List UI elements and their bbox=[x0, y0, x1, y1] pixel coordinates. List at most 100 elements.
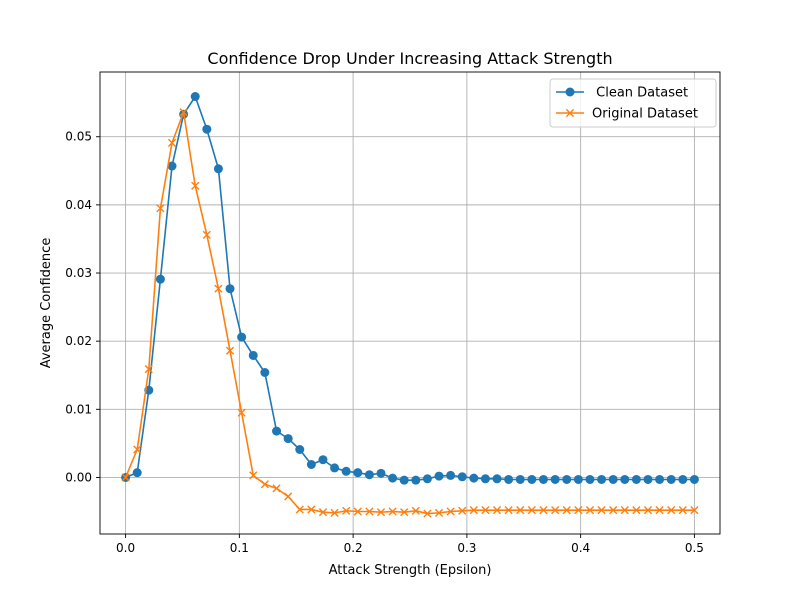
data-point bbox=[631, 474, 641, 484]
data-point bbox=[399, 475, 409, 485]
data-point bbox=[585, 506, 595, 515]
data-point bbox=[388, 507, 397, 516]
legend-box bbox=[549, 78, 717, 128]
data-point bbox=[411, 506, 420, 515]
data-point bbox=[423, 509, 432, 518]
series-1 bbox=[121, 92, 699, 485]
data-point bbox=[458, 506, 467, 515]
data-point bbox=[446, 507, 455, 516]
data-point bbox=[515, 474, 525, 484]
data-point bbox=[167, 138, 177, 147]
data-point bbox=[260, 480, 269, 489]
data-point bbox=[469, 506, 478, 515]
legend-label: Original Dataset bbox=[592, 107, 698, 122]
data-point bbox=[272, 484, 281, 493]
data-point bbox=[167, 161, 177, 171]
data-point bbox=[434, 471, 444, 481]
x-tick-label: 0.0 bbox=[116, 541, 135, 555]
data-point bbox=[132, 468, 142, 478]
x-tick-label: 0.4 bbox=[571, 541, 590, 555]
series-layer bbox=[121, 92, 699, 518]
x-axis-label: Attack Strength (Epsilon) bbox=[329, 563, 492, 578]
series-line bbox=[124, 111, 695, 515]
data-point bbox=[190, 92, 200, 102]
data-point bbox=[342, 506, 351, 515]
data-point bbox=[411, 475, 421, 485]
data-point bbox=[551, 506, 560, 515]
data-point bbox=[249, 471, 258, 480]
data-point bbox=[538, 474, 548, 484]
data-point bbox=[609, 506, 618, 515]
data-point bbox=[620, 506, 629, 515]
data-point bbox=[213, 164, 223, 174]
data-point bbox=[550, 474, 560, 484]
data-point bbox=[330, 508, 339, 517]
data-point bbox=[295, 445, 305, 455]
data-point bbox=[376, 508, 386, 517]
data-point bbox=[690, 506, 699, 515]
legend-label: Clean Dataset bbox=[592, 86, 688, 101]
data-point bbox=[260, 368, 270, 378]
data-point bbox=[562, 506, 571, 515]
data-point bbox=[225, 346, 235, 355]
data-point bbox=[179, 108, 188, 117]
x-tick-label: 0.5 bbox=[685, 541, 704, 555]
data-point bbox=[516, 506, 525, 515]
data-point bbox=[376, 468, 386, 478]
data-point bbox=[573, 474, 583, 484]
y-tick-label: 0.00 bbox=[65, 470, 92, 484]
data-point bbox=[191, 181, 200, 190]
data-point bbox=[655, 474, 665, 484]
legend-marker bbox=[565, 108, 575, 118]
data-point bbox=[632, 506, 641, 515]
data-point bbox=[400, 508, 409, 517]
data-point bbox=[481, 506, 490, 515]
data-point bbox=[527, 474, 537, 484]
data-point bbox=[202, 230, 211, 239]
data-point bbox=[295, 505, 304, 514]
legend-marker bbox=[565, 87, 575, 97]
data-point bbox=[283, 434, 293, 444]
data-point bbox=[504, 506, 513, 515]
chart-title: Confidence Drop Under Increasing Attack … bbox=[207, 49, 612, 68]
legend-item: Original Dataset bbox=[556, 107, 698, 122]
data-point bbox=[341, 466, 351, 476]
data-point bbox=[306, 459, 316, 469]
data-point bbox=[539, 506, 548, 515]
data-point bbox=[237, 332, 247, 342]
data-point bbox=[667, 506, 676, 515]
data-point bbox=[597, 474, 607, 484]
data-point bbox=[353, 507, 362, 516]
data-point bbox=[678, 474, 688, 484]
plot-frame bbox=[99, 71, 721, 535]
data-point bbox=[214, 284, 223, 293]
data-point bbox=[353, 468, 363, 478]
y-tick-label: 0.03 bbox=[65, 266, 92, 280]
data-point bbox=[689, 474, 699, 484]
data-point bbox=[133, 445, 142, 454]
data-point bbox=[284, 492, 293, 501]
data-point bbox=[248, 350, 258, 360]
data-point bbox=[422, 474, 432, 484]
x-tick-label: 0.2 bbox=[344, 541, 363, 555]
y-tick-label: 0.01 bbox=[65, 402, 92, 416]
data-point bbox=[434, 508, 444, 517]
x-tick-label: 0.3 bbox=[457, 541, 476, 555]
data-point bbox=[666, 474, 676, 484]
series-2 bbox=[121, 108, 699, 518]
grid-lines bbox=[100, 72, 720, 534]
data-point bbox=[225, 284, 235, 294]
data-point bbox=[202, 124, 212, 134]
data-point bbox=[527, 506, 536, 515]
data-point bbox=[364, 470, 374, 480]
data-point bbox=[237, 408, 246, 417]
data-point bbox=[608, 474, 618, 484]
data-point bbox=[156, 204, 165, 213]
data-point bbox=[155, 274, 165, 284]
legend-item: Clean Dataset bbox=[556, 86, 688, 101]
axis-ticks: 0.0 0.1 0.2 0.3 0.4 0.5 0.00 0.01 0.02 0.03 0.04 0.… bbox=[65, 130, 704, 555]
x-tick-label: 0.1 bbox=[230, 541, 249, 555]
data-point bbox=[144, 365, 153, 374]
data-point bbox=[678, 506, 687, 515]
